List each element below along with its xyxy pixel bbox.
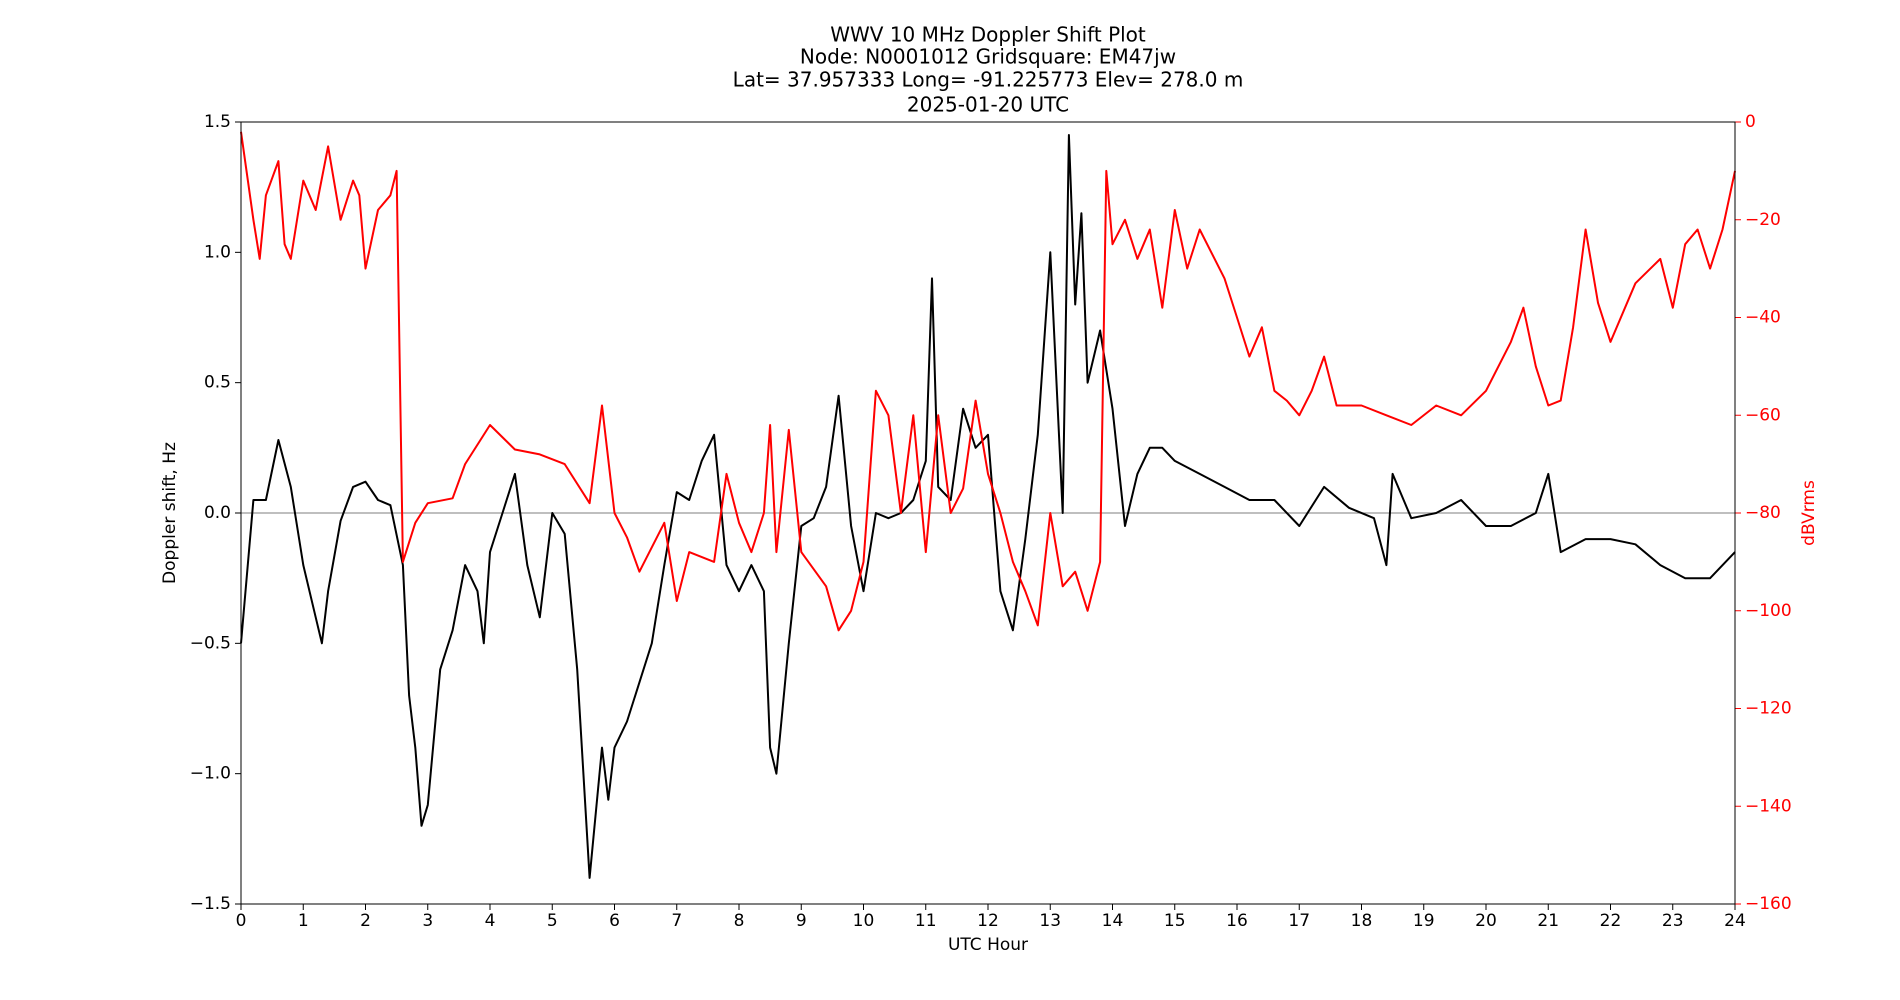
y2-tick-label: 0 [1745, 112, 1756, 132]
x-axis-label: UTC Hour [948, 935, 1028, 955]
y2-tick-label: −60 [1745, 405, 1781, 425]
x-tick-label: 2 [360, 911, 371, 931]
x-tick-label: 11 [915, 911, 937, 931]
x-tick-label: 13 [1039, 911, 1061, 931]
x-tick-label: 14 [1102, 911, 1124, 931]
x-tick-label: 24 [1724, 911, 1746, 931]
chart-subtitle: Lat= 37.957333 Long= -91.225773 Elev= 27… [733, 68, 1244, 92]
x-tick-label: 6 [609, 911, 620, 931]
chart-title: WWV 10 MHz Doppler Shift Plot [830, 23, 1146, 47]
x-tick-label: 19 [1413, 911, 1435, 931]
x-tick-label: 4 [485, 911, 496, 931]
y2-tick-label: −40 [1745, 308, 1781, 328]
y-tick-label: 1.0 [204, 242, 231, 262]
x-tick-label: 15 [1164, 911, 1186, 931]
plot-frame [240, 121, 1736, 905]
series-line [240, 134, 1736, 879]
y2-tick-label: −120 [1745, 699, 1792, 719]
y-axis-label: Doppler shift, Hz [160, 442, 180, 584]
x-tick-label: 0 [236, 911, 247, 931]
y-tick-label: −1.5 [190, 894, 231, 914]
y2-axis-label: dBVrms [1799, 480, 1819, 546]
chart-subtitle: Node: N0001012 Gridsquare: EM47jw [800, 45, 1176, 69]
x-tick-label: 1 [298, 911, 309, 931]
x-tick-label: 3 [422, 911, 433, 931]
x-tick-label: 22 [1600, 911, 1622, 931]
x-tick-label: 9 [796, 911, 807, 931]
x-tick-label: 5 [547, 911, 558, 931]
y2-tick-label: −160 [1745, 894, 1792, 914]
y-tick-label: 1.5 [204, 112, 231, 132]
x-tick-label: 17 [1288, 911, 1310, 931]
x-tick-label: 16 [1226, 911, 1248, 931]
y-tick-label: −0.5 [190, 633, 231, 653]
x-tick-label: 10 [853, 911, 875, 931]
x-tick-label: 23 [1662, 911, 1684, 931]
x-tick-label: 8 [734, 911, 745, 931]
x-tick-label: 20 [1475, 911, 1497, 931]
x-tick-label: 12 [977, 911, 999, 931]
x-tick-label: 18 [1351, 911, 1373, 931]
x-tick-label: 21 [1537, 911, 1559, 931]
y-tick-label: −1.0 [190, 764, 231, 784]
y2-tick-label: −20 [1745, 210, 1781, 230]
y2-tick-label: −140 [1745, 796, 1792, 816]
y-tick-label: 0.0 [204, 503, 231, 523]
x-tick-label: 7 [671, 911, 682, 931]
y-tick-label: 0.5 [204, 373, 231, 393]
y2-tick-label: −100 [1745, 601, 1792, 621]
series-line [240, 131, 1736, 632]
y2-tick-label: −80 [1745, 503, 1781, 523]
chart-subtitle: 2025-01-20 UTC [907, 93, 1069, 117]
